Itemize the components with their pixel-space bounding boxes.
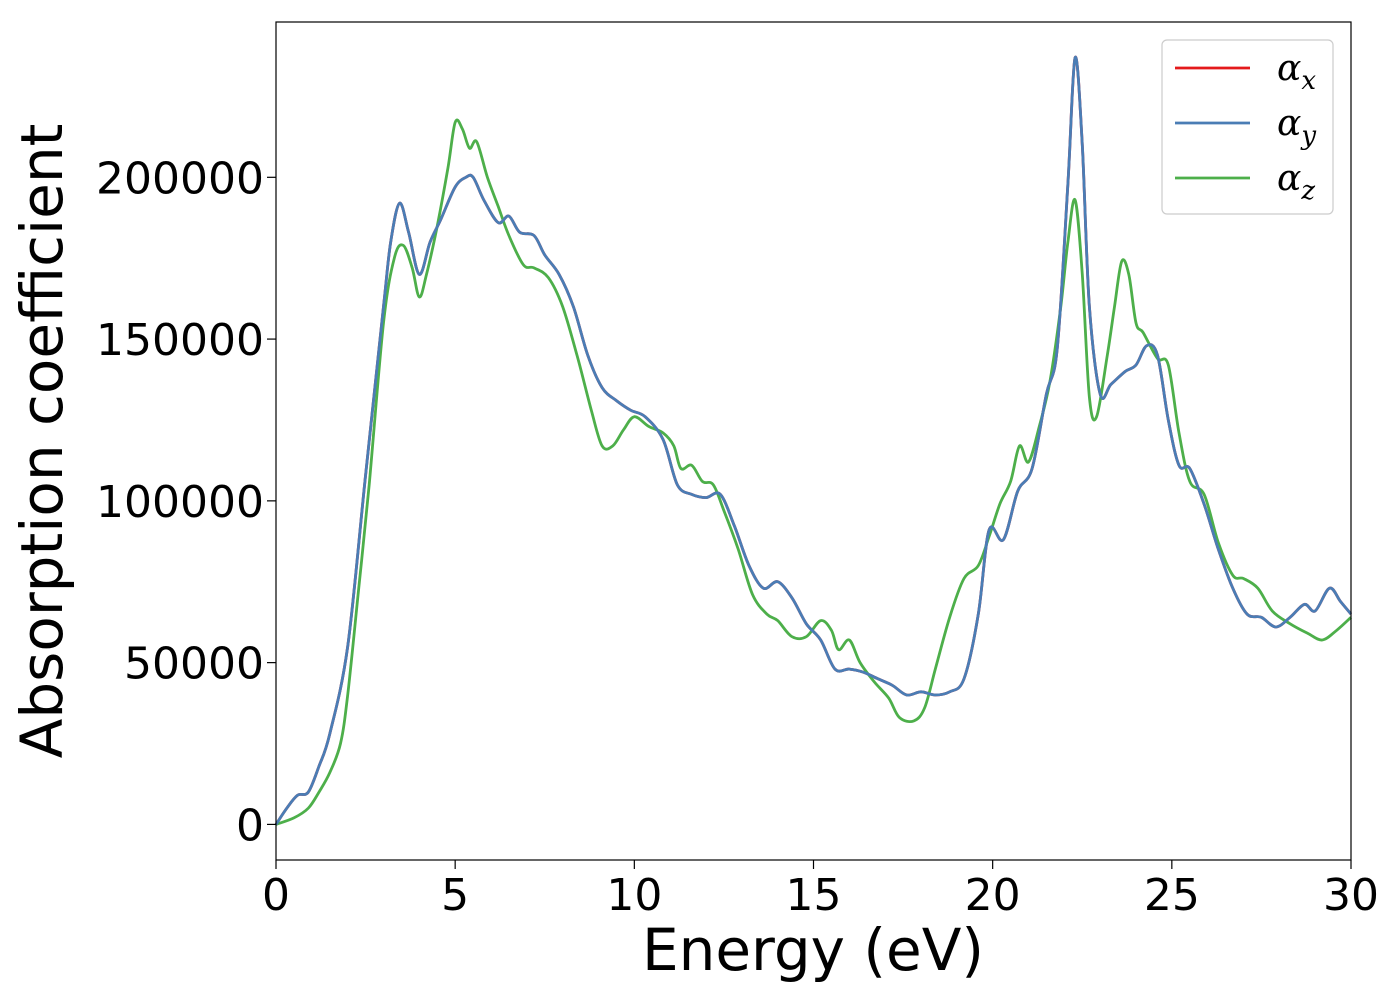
legend-label-alpha-y: αy — [1277, 103, 1316, 151]
y-tick-label: 0 — [236, 800, 264, 851]
legend-frame — [1161, 39, 1334, 215]
legend: αx αy αz — [1161, 39, 1334, 215]
x-tick-label: 30 — [1323, 870, 1379, 921]
x-tick-label: 15 — [786, 870, 842, 921]
x-tick-label: 5 — [441, 870, 469, 921]
y-tick-label: 50000 — [124, 639, 264, 690]
x-tick-label: 10 — [606, 870, 662, 921]
y-tick-label: 100000 — [96, 477, 264, 528]
plot-lines — [274, 55, 1353, 826]
y-tick-label: 150000 — [96, 315, 264, 366]
y-axis-ticks: 0 50000 100000 150000 200000 — [96, 153, 276, 851]
x-tick-label: 0 — [262, 870, 290, 921]
y-tick-label: 200000 — [96, 153, 264, 204]
x-tick-label: 25 — [1144, 870, 1200, 921]
legend-label-alpha-x: αx — [1277, 48, 1316, 96]
x-axis-label: Energy (eV) — [642, 916, 984, 984]
x-axis-ticks: 0 5 10 15 20 25 30 — [262, 860, 1379, 921]
x-tick-label: 20 — [965, 870, 1021, 921]
y-axis-label: Absorption coefficient — [8, 124, 76, 759]
legend-label-alpha-z: αz — [1277, 158, 1315, 206]
series-line-alpha-y — [274, 55, 1353, 826]
